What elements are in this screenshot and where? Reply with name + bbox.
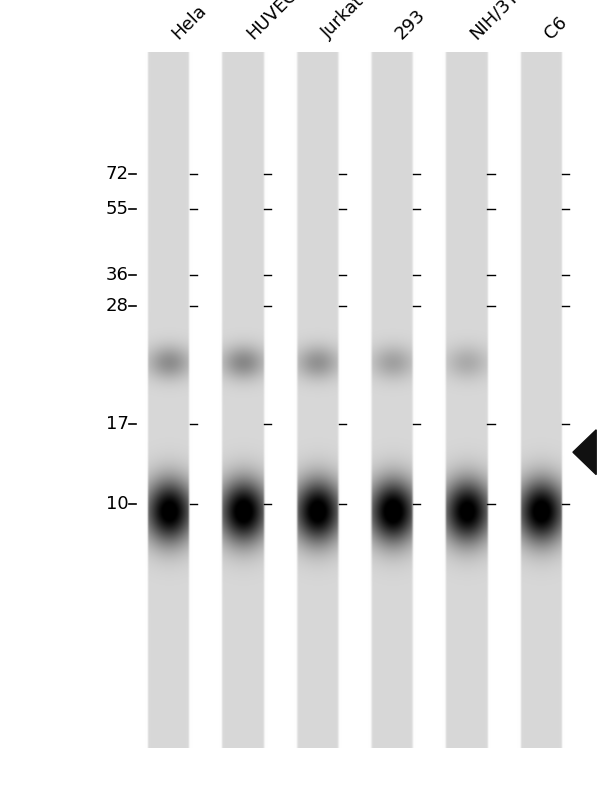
Text: Jurkat: Jurkat: [318, 0, 367, 42]
Text: 17: 17: [106, 415, 129, 434]
Text: NIH/3T3: NIH/3T3: [466, 0, 531, 42]
Bar: [222, 52, 264, 748]
Bar: [297, 52, 338, 748]
Bar: [148, 52, 190, 748]
Bar: [520, 52, 562, 748]
Text: 55: 55: [105, 200, 129, 218]
Text: 293: 293: [392, 6, 429, 42]
Text: 72: 72: [105, 165, 129, 182]
Text: C6: C6: [541, 13, 571, 42]
Bar: [371, 52, 413, 748]
Text: Hela: Hela: [169, 1, 211, 42]
Polygon shape: [573, 430, 596, 474]
Bar: [446, 52, 487, 748]
Text: HUVEC: HUVEC: [243, 0, 300, 42]
Text: 28: 28: [106, 297, 129, 315]
Text: 36: 36: [106, 266, 129, 284]
Text: 10: 10: [106, 495, 129, 514]
